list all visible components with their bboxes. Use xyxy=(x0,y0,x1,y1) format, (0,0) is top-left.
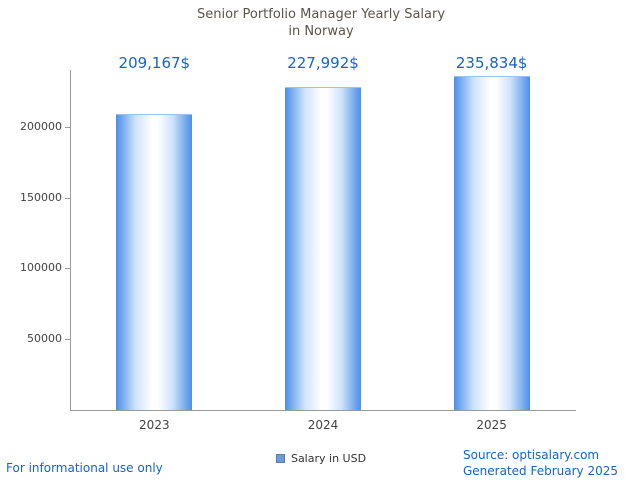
chart-title: Senior Portfolio Manager Yearly Salary i… xyxy=(0,7,642,41)
y-tick-mark xyxy=(65,197,70,199)
legend-label: Salary in USD xyxy=(290,452,367,465)
bar-value-label: 235,834$ xyxy=(455,54,528,72)
y-tick-mark xyxy=(65,268,70,270)
y-tick-mark xyxy=(65,126,70,128)
y-axis-line xyxy=(70,70,71,411)
bar-2024[interactable] xyxy=(285,87,361,410)
y-tick-label: 50000 xyxy=(27,332,62,346)
bar-value-label: 227,992$ xyxy=(287,54,359,72)
generated-date: Generated February 2025 xyxy=(462,464,618,479)
bar-2025[interactable] xyxy=(453,75,530,410)
x-tick-label: 2023 xyxy=(139,418,170,432)
chart-title-line1: Senior Portfolio Manager Yearly Salary xyxy=(196,7,446,22)
y-tick-mark xyxy=(65,339,70,341)
y-tick-label: 200000 xyxy=(20,119,62,133)
bar-value-label: 209,167$ xyxy=(118,54,191,72)
x-axis-line xyxy=(70,410,576,411)
legend-swatch-icon xyxy=(275,454,285,463)
y-tick-label: 150000 xyxy=(20,190,62,204)
chart-title-line2: in Norway xyxy=(288,23,354,39)
source-link[interactable]: Source: optisalary.com xyxy=(462,448,600,462)
x-tick-label: 2025 xyxy=(476,418,507,432)
bar-2023[interactable] xyxy=(116,113,193,410)
legend[interactable]: Salary in USD xyxy=(275,452,367,465)
y-tick-label: 100000 xyxy=(20,261,62,275)
x-tick-label: 2024 xyxy=(307,418,339,432)
disclaimer-text: For informational use only xyxy=(6,461,163,475)
source-info: Source: optisalary.com Generated Februar… xyxy=(463,447,618,479)
